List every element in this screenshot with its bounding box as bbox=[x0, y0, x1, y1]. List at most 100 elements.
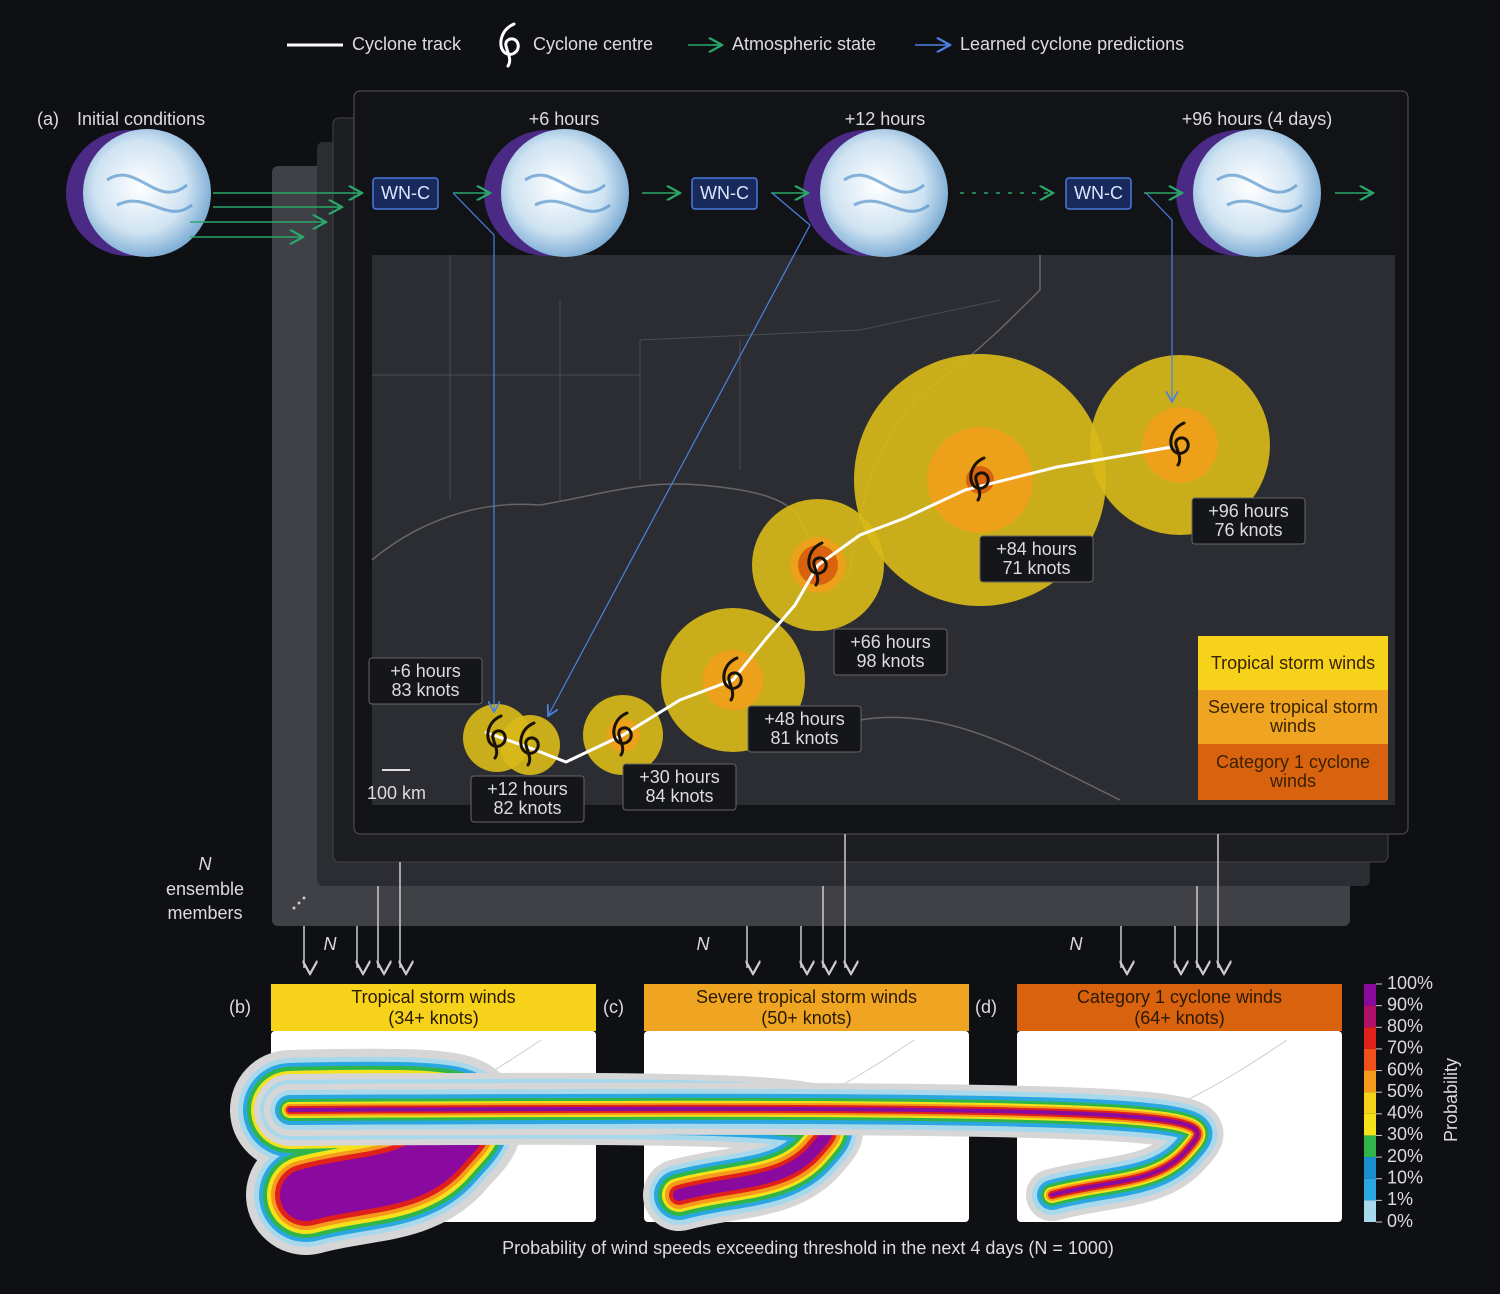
probability-band bbox=[288, 1106, 1200, 1197]
legend-text: Atmospheric state bbox=[732, 34, 876, 54]
track-wind: 82 knots bbox=[493, 798, 561, 818]
globe-swirl bbox=[1216, 173, 1303, 213]
colorbar-label: 100% bbox=[1387, 973, 1433, 993]
colorbar-segment bbox=[1364, 1135, 1376, 1158]
track-wind: 98 knots bbox=[856, 651, 924, 671]
colorbar-segment bbox=[1364, 1048, 1376, 1071]
colorbar-segment bbox=[1364, 984, 1376, 1006]
colorbar-label: 1% bbox=[1387, 1189, 1413, 1209]
panel-threshold: (34+ knots) bbox=[388, 1008, 479, 1028]
arrow-n: N bbox=[697, 934, 711, 954]
track-label-box bbox=[470, 775, 585, 823]
colorbar-segment bbox=[1364, 1092, 1376, 1114]
caption: Probability of wind speeds exceeding thr… bbox=[502, 1238, 1114, 1258]
panel-title: Category 1 cyclone winds bbox=[1077, 987, 1282, 1007]
legend-cyclone bbox=[499, 22, 520, 68]
tropical-storm-zone bbox=[500, 715, 560, 775]
prediction-arrow bbox=[452, 192, 494, 712]
colorbar-label: 20% bbox=[1387, 1146, 1423, 1166]
colorbar-segment bbox=[1364, 1178, 1376, 1201]
wind-legend-item: Severe tropical storm winds bbox=[1198, 690, 1388, 744]
globe bbox=[820, 129, 948, 257]
colorbar-segment bbox=[1364, 1200, 1376, 1222]
globe bbox=[83, 129, 211, 257]
coastline bbox=[859, 716, 1121, 801]
panel-label: (c) bbox=[603, 997, 624, 1017]
track-time: +96 hours bbox=[1208, 501, 1289, 521]
globe-row: WN-C WN-C WN-C bbox=[66, 129, 1373, 716]
colorbar-label: 40% bbox=[1387, 1103, 1423, 1123]
panel-title: Severe tropical storm winds bbox=[696, 987, 917, 1007]
colorbar-segment bbox=[1364, 1070, 1376, 1093]
colorbar-label: 10% bbox=[1387, 1167, 1423, 1187]
model-box bbox=[1065, 177, 1132, 210]
legend-text: Cyclone centre bbox=[533, 34, 653, 54]
colorbar-label: 90% bbox=[1387, 994, 1423, 1014]
panel-header bbox=[644, 984, 969, 1031]
track-wind: 83 knots bbox=[391, 680, 459, 700]
colorbar-segment bbox=[1364, 1113, 1376, 1136]
model-label: WN-C bbox=[1074, 183, 1123, 203]
ensemble-label: ensemble bbox=[166, 879, 244, 899]
colorbar-label: 0% bbox=[1387, 1211, 1413, 1231]
track-time: +6 hours bbox=[390, 661, 461, 681]
track-time: +84 hours bbox=[996, 539, 1077, 559]
colorbar-segment bbox=[1364, 1157, 1376, 1179]
track-wind: 81 knots bbox=[770, 728, 838, 748]
arrow-n: N bbox=[324, 934, 338, 954]
panel-threshold: (64+ knots) bbox=[1134, 1008, 1225, 1028]
panel-header bbox=[1017, 984, 1342, 1031]
track-label-box bbox=[1191, 497, 1306, 545]
severe-storm-zone bbox=[1142, 407, 1218, 483]
model-box bbox=[372, 177, 439, 210]
panel-label: (d) bbox=[975, 997, 997, 1017]
colorbar-label: 50% bbox=[1387, 1081, 1423, 1101]
panel-label: (b) bbox=[229, 997, 251, 1017]
dot bbox=[292, 906, 296, 910]
track-time: +30 hours bbox=[639, 767, 720, 787]
colorbar-title: Probability bbox=[1441, 1058, 1461, 1142]
initial-label: Initial conditions bbox=[77, 109, 205, 129]
colorbar-segment bbox=[1364, 1005, 1376, 1028]
colorbar-label: 60% bbox=[1387, 1059, 1423, 1079]
colorbar-segment bbox=[1364, 1027, 1376, 1049]
track-label-box bbox=[833, 628, 948, 676]
step-label: +12 hours bbox=[845, 109, 926, 129]
step-label: +96 hours (4 days) bbox=[1182, 109, 1333, 129]
globe bbox=[1193, 129, 1321, 257]
dot bbox=[297, 901, 301, 905]
panel-label: (a) bbox=[37, 109, 59, 129]
model-label: WN-C bbox=[700, 183, 749, 203]
globe bbox=[501, 129, 629, 257]
colorbar-label: 30% bbox=[1387, 1124, 1423, 1144]
panel-header bbox=[271, 984, 596, 1031]
colorbar-label: 80% bbox=[1387, 1016, 1423, 1036]
arrow-n: N bbox=[1070, 934, 1084, 954]
cyclone-track bbox=[484, 445, 1173, 764]
track-label-box bbox=[979, 535, 1094, 583]
step-label: +6 hours bbox=[529, 109, 600, 129]
legend-text: Cyclone track bbox=[352, 34, 462, 54]
track-label-box bbox=[622, 763, 737, 811]
track-time: +12 hours bbox=[487, 779, 568, 799]
track-label-box bbox=[368, 657, 483, 705]
ensemble-label: members bbox=[167, 903, 242, 923]
globe-swirl bbox=[843, 173, 930, 213]
track-wind: 71 knots bbox=[1002, 558, 1070, 578]
model-label: WN-C bbox=[381, 183, 430, 203]
prediction-arrow bbox=[1145, 192, 1172, 402]
track-wind: 76 knots bbox=[1214, 520, 1282, 540]
legend-text: Learned cyclone predictions bbox=[960, 34, 1184, 54]
track-wind: 84 knots bbox=[645, 786, 713, 806]
wind-legend-item: Category 1 cyclone winds bbox=[1198, 744, 1388, 800]
scale-text: 100 km bbox=[367, 783, 426, 803]
globe-swirl bbox=[524, 173, 611, 213]
borders bbox=[372, 255, 1001, 500]
panel-title: Tropical storm winds bbox=[351, 987, 515, 1007]
colorbar-label: 70% bbox=[1387, 1038, 1423, 1058]
model-box bbox=[691, 177, 758, 210]
track-time: +66 hours bbox=[850, 632, 931, 652]
